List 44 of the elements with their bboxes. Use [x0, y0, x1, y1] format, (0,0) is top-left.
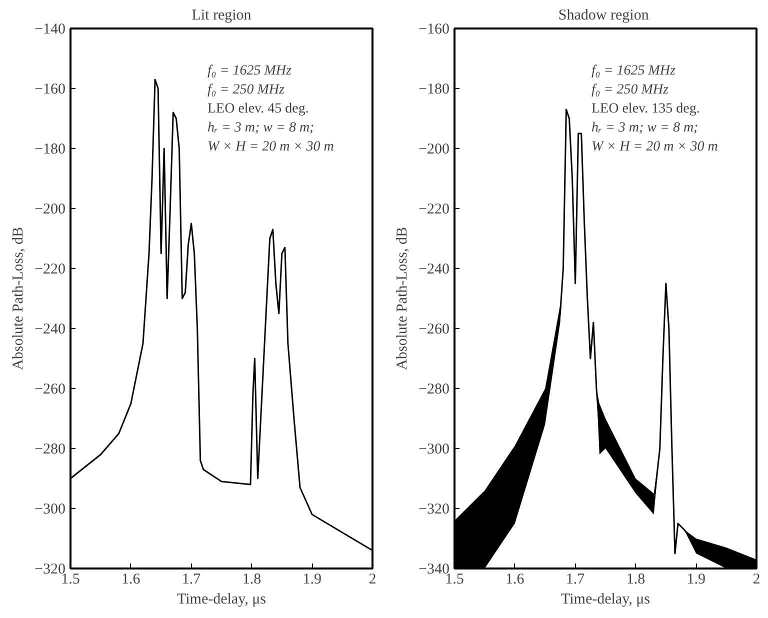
- x-tick-label: 1.7: [182, 572, 202, 588]
- annotation: f₀ = 1625 MHz: [592, 64, 676, 78]
- y-tick-label: −260: [34, 382, 66, 398]
- x-tick-label: 2: [368, 572, 376, 588]
- x-axis-title: Time-delay, μs: [560, 592, 650, 608]
- y-axis-title: Absolute Path-Loss, dB: [394, 227, 411, 370]
- x-tick-label: 1.8: [242, 572, 262, 588]
- y-tick-label: −220: [418, 202, 450, 218]
- y-tick-label: −280: [418, 382, 450, 398]
- x-tick-label: 1.6: [122, 572, 141, 588]
- x-tick-label: 1.8: [626, 572, 646, 588]
- annotation: W × H = 20 m × 30 m: [208, 140, 334, 154]
- x-tick-label: 1.6: [506, 572, 525, 588]
- y-tick-label: −200: [34, 202, 66, 218]
- annotation: LEO elev. 135 deg.: [592, 102, 700, 116]
- annotation: f₀ = 250 MHz: [592, 82, 669, 98]
- chart-title: Lit region: [192, 8, 252, 24]
- x-tick-label: 1.7: [566, 572, 586, 588]
- y-tick-label: −220: [34, 262, 66, 278]
- y-tick-label: −280: [34, 442, 66, 458]
- chart-title: Shadow region: [558, 8, 650, 24]
- y-tick-label: −320: [418, 502, 450, 518]
- x-tick-label: 1.9: [686, 572, 706, 588]
- annotation: f₀ = 250 MHz: [208, 82, 285, 98]
- x-axis-title: Time-delay, μs: [176, 592, 266, 608]
- y-tick-label: −180: [418, 82, 450, 98]
- annotation: hᵣ = 3 m; w = 8 m;: [208, 120, 314, 136]
- annotation: W × H = 20 m × 30 m: [592, 140, 718, 154]
- annotation: hᵣ = 3 m; w = 8 m;: [592, 120, 698, 136]
- y-axis-title: Absolute Path-Loss, dB: [10, 227, 27, 370]
- y-tick-label: −140: [34, 22, 66, 38]
- y-tick-label: −240: [34, 322, 66, 338]
- y-tick-label: −300: [418, 442, 450, 458]
- y-tick-label: −240: [418, 262, 450, 278]
- y-tick-label: −160: [418, 22, 450, 38]
- y-tick-label: −200: [418, 142, 450, 158]
- x-tick-label: 2: [752, 572, 760, 588]
- y-tick-label: −300: [34, 502, 66, 518]
- y-tick-label: −160: [34, 82, 66, 98]
- x-tick-label: 1.9: [302, 572, 322, 588]
- y-tick-label: −260: [418, 322, 450, 338]
- y-tick-label: −180: [34, 142, 66, 158]
- annotation: LEO elev. 45 deg.: [208, 102, 309, 116]
- annotation: f₀ = 1625 MHz: [208, 64, 292, 78]
